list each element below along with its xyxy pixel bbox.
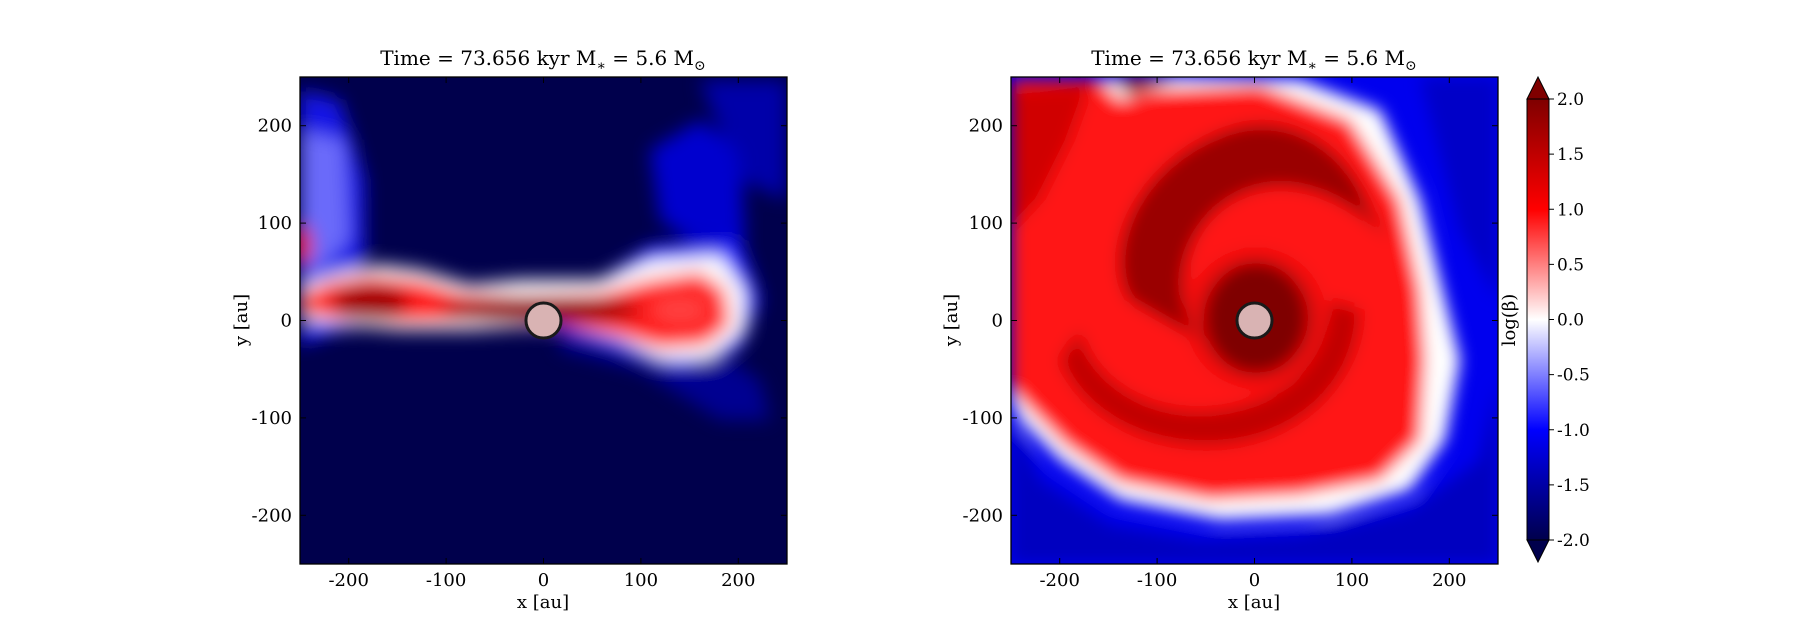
colorbar-gradient bbox=[1527, 99, 1549, 540]
colorbar-tick-label: -0.5 bbox=[1557, 366, 1590, 386]
left-x-axis-label: x [au] bbox=[517, 592, 569, 613]
left-title: Time = 73.656 kyr M∗ = 5.6 M⊙ bbox=[380, 46, 706, 74]
colorbar-tick-label: 2.0 bbox=[1557, 90, 1584, 110]
colorbar-tick-label: -2.0 bbox=[1557, 531, 1590, 551]
right-panel: -200 -100 0 100 200 -200 -100 0 100 200 Time = 73… bbox=[941, 46, 1499, 613]
colorbar: 2.0 1.5 1.0 0.5 0.0 -0.5 -1.0 -1.5 -2.0 log(β) bbox=[1499, 75, 1590, 564]
right-axis-ticks: -200 -100 0 100 200 -200 -100 0 100 200 bbox=[963, 77, 1498, 591]
colorbar-tick-label: 1.5 bbox=[1557, 145, 1584, 165]
right-x-tick-label: -100 bbox=[1137, 570, 1177, 591]
right-x-tick-label: -200 bbox=[1039, 570, 1079, 591]
left-x-tick-label: -100 bbox=[426, 570, 466, 591]
right-x-tick-label: 0 bbox=[1249, 570, 1260, 591]
right-title: Time = 73.656 kyr M∗ = 5.6 M⊙ bbox=[1091, 46, 1417, 74]
left-panel: -200 -100 0 100 200 -200 -100 0 100 200 Time = 73… bbox=[231, 46, 788, 613]
colorbar-ticks: 2.0 1.5 1.0 0.5 0.0 -0.5 -1.0 -1.5 -2.0 bbox=[1549, 90, 1590, 551]
left-axis-ticks: -200 -100 0 100 200 -200 -100 0 100 200 bbox=[252, 77, 787, 591]
left-heatmap bbox=[300, 77, 787, 564]
colorbar-tick-label: 1.0 bbox=[1557, 200, 1584, 220]
left-x-tick-label: 0 bbox=[538, 570, 549, 591]
left-sink-particle-marker bbox=[524, 301, 563, 340]
right-x-tick-label: 200 bbox=[1432, 570, 1466, 591]
right-x-tick-label: 100 bbox=[1335, 570, 1369, 591]
left-y-tick-label: 200 bbox=[258, 116, 292, 137]
left-y-tick-label: 0 bbox=[281, 311, 292, 332]
colorbar-label: log(β) bbox=[1499, 294, 1520, 347]
left-y-tick-label: -100 bbox=[252, 408, 292, 429]
right-sink-circle bbox=[1235, 301, 1274, 340]
colorbar-extend-bottom bbox=[1526, 539, 1550, 564]
colorbar-tick-label: -1.5 bbox=[1557, 476, 1590, 496]
colorbar-tick-label: 0.5 bbox=[1557, 255, 1584, 275]
right-y-axis-label: y [au] bbox=[941, 294, 962, 347]
right-heatmap bbox=[1011, 77, 1498, 564]
left-sink-circle bbox=[524, 301, 563, 340]
left-y-tick-label: -200 bbox=[252, 505, 292, 526]
left-y-axis-label: y [au] bbox=[231, 294, 252, 347]
right-y-tick-label: -200 bbox=[963, 505, 1003, 526]
colorbar-tick-label: 0.0 bbox=[1557, 311, 1584, 331]
colorbar-tick-label: -1.0 bbox=[1557, 421, 1590, 441]
right-y-tick-label: 0 bbox=[992, 311, 1003, 332]
left-y-tick-label: 100 bbox=[258, 213, 292, 234]
right-y-tick-label: 200 bbox=[969, 116, 1003, 137]
left-x-tick-label: -200 bbox=[328, 570, 368, 591]
left-x-tick-label: 100 bbox=[624, 570, 658, 591]
right-x-axis-label: x [au] bbox=[1228, 592, 1280, 613]
left-x-tick-label: 200 bbox=[721, 570, 755, 591]
right-y-tick-label: -100 bbox=[963, 408, 1003, 429]
right-y-tick-label: 100 bbox=[969, 213, 1003, 234]
colorbar-extend-top bbox=[1526, 75, 1550, 100]
right-sink-particle-marker bbox=[1235, 301, 1274, 340]
